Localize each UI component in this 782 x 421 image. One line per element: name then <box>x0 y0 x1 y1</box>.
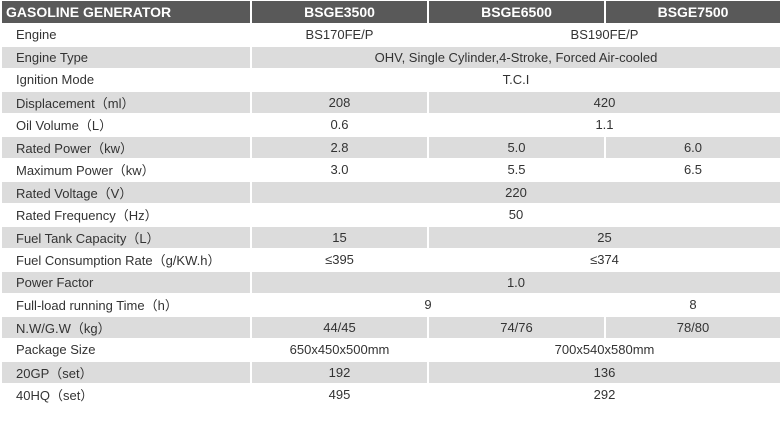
value-cell: 700x540x580mm <box>554 342 655 358</box>
header-cell: BSGE6500 <box>429 1 604 23</box>
value-cell: 208 <box>252 91 427 113</box>
row-label: Ignition Mode <box>16 72 95 88</box>
row-label: Package Size <box>16 342 96 358</box>
value-cell: 5.5 <box>507 162 526 178</box>
table-row: Rated Voltage（V） 220 <box>2 181 780 203</box>
value-cell: ≤395 <box>325 252 354 268</box>
row-label: 40HQ（set） <box>16 388 94 404</box>
value-cell: 1.0 <box>252 271 780 293</box>
header-row: GASOLINE GENERATOR BSGE3500 BSGE6500 BSGE75… <box>2 1 780 23</box>
header-cell: BSGE3500 <box>252 1 427 23</box>
table-row: Oil Volume（L） 0.6 1.1 <box>2 114 780 136</box>
value-cell: 78/80 <box>606 316 780 338</box>
value-cell: ≤374 <box>590 252 619 268</box>
table-row: N.W/G.W（kg） 44/45 74/76 78/80 <box>2 316 780 338</box>
table-row: Rated Power（kw） 2.8 5.0 6.0 <box>2 136 780 158</box>
table-row: 20GP（set） 192 136 <box>2 361 780 383</box>
row-label: 20GP（set） <box>2 361 250 383</box>
value-cell: 8 <box>689 297 697 313</box>
value-cell: 6.5 <box>683 162 703 178</box>
value-cell: 74/76 <box>429 316 604 338</box>
value-cell: 9 <box>424 297 432 313</box>
row-label: Engine Type <box>2 46 250 68</box>
row-label: Rated Frequency（Hz） <box>16 208 158 224</box>
value-cell: 0.6 <box>330 117 349 133</box>
row-label: N.W/G.W（kg） <box>2 316 250 338</box>
value-cell: 25 <box>429 226 780 248</box>
table-row: Engine Type OHV, Single Cylinder,4-Stroke… <box>2 46 780 68</box>
row-label: Fuel Consumption Rate（g/KW.h） <box>16 253 221 269</box>
value-cell: 50 <box>508 207 524 223</box>
value-cell: 420 <box>429 91 780 113</box>
value-cell: BS170FE/P <box>305 27 374 43</box>
row-label: Rated Power（kw） <box>2 136 250 158</box>
table-row: Power Factor 1.0 <box>2 271 780 293</box>
value-cell: 292 <box>593 387 616 403</box>
table-row: 40HQ（set） 495 292 <box>2 384 780 406</box>
value-cell: 5.0 <box>429 136 604 158</box>
value-cell: 136 <box>429 361 780 383</box>
row-label: Displacement（ml） <box>2 91 250 113</box>
table-row: Displacement（ml） 208 420 <box>2 91 780 113</box>
value-cell: 650x450x500mm <box>289 342 390 358</box>
row-label: Power Factor <box>2 271 250 293</box>
table-row: Package Size 650x450x500mm 700x540x580mm <box>2 339 780 361</box>
header-cell: BSGE7500 <box>606 1 780 23</box>
row-label: Oil Volume（L） <box>16 118 113 134</box>
table-row: Engine BS170FE/P BS190FE/P <box>2 24 780 46</box>
value-cell: 15 <box>252 226 427 248</box>
value-cell: T.C.I <box>502 72 530 88</box>
value-cell: 2.8 <box>252 136 427 158</box>
row-label: Engine <box>16 27 57 43</box>
row-label: Maximum Power（kw） <box>16 163 155 179</box>
row-label: Rated Voltage（V） <box>2 181 250 203</box>
table-row: Fuel Consumption Rate（g/KW.h） ≤395 ≤374 <box>2 249 780 271</box>
table-row: Fuel Tank Capacity（L） 15 25 <box>2 226 780 248</box>
row-label: Full-load running Time（h） <box>16 298 178 314</box>
value-cell: 44/45 <box>252 316 427 338</box>
value-cell: 495 <box>328 387 351 403</box>
header-cell: GASOLINE GENERATOR <box>2 1 250 23</box>
table-row: Maximum Power（kw） 3.0 5.5 6.5 <box>2 159 780 181</box>
value-cell: 3.0 <box>330 162 349 178</box>
value-cell: BS190FE/P <box>570 27 639 43</box>
table-row: Rated Frequency（Hz） 50 <box>2 204 780 226</box>
value-cell: 1.1 <box>595 117 614 133</box>
row-label: Fuel Tank Capacity（L） <box>2 226 250 248</box>
value-cell: OHV, Single Cylinder,4-Stroke, Forced Ai… <box>252 46 780 68</box>
value-cell: 220 <box>252 181 780 203</box>
spec-table: GASOLINE GENERATOR BSGE3500 BSGE6500 BSGE75… <box>2 1 780 406</box>
table-body: Engine BS170FE/P BS190FE/P Engine Type OHV, … <box>2 24 780 406</box>
table-row: Ignition Mode T.C.I <box>2 69 780 91</box>
value-cell: 6.0 <box>606 136 780 158</box>
table-row: Full-load running Time（h） 9 8 <box>2 294 780 316</box>
value-cell: 192 <box>252 361 427 383</box>
